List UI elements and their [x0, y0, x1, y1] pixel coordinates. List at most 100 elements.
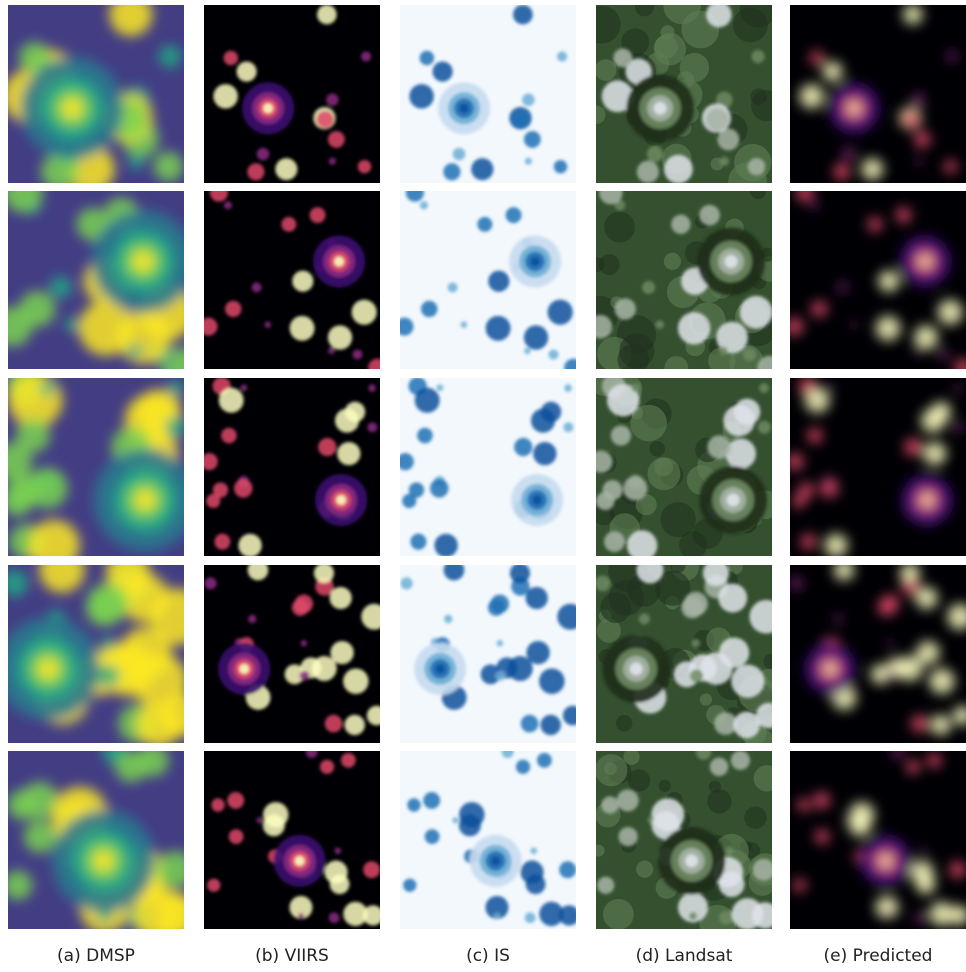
feature	[614, 199, 626, 211]
feature	[819, 479, 839, 498]
feature	[213, 84, 238, 109]
feature	[8, 790, 37, 820]
feature	[368, 358, 380, 369]
feature	[671, 214, 691, 235]
feature	[132, 887, 184, 929]
feature	[367, 422, 378, 433]
feature	[885, 670, 896, 681]
feature	[443, 565, 465, 581]
feature	[131, 653, 184, 710]
feature	[596, 314, 613, 339]
feature	[699, 652, 733, 685]
texture	[608, 580, 644, 616]
feature	[524, 912, 536, 924]
feature	[238, 533, 262, 556]
texture	[707, 789, 732, 814]
feature	[458, 814, 481, 837]
feature	[87, 583, 129, 625]
feature	[262, 814, 285, 837]
feature	[223, 201, 233, 210]
city-core	[724, 254, 738, 268]
features	[204, 565, 380, 736]
feature	[638, 613, 650, 625]
feature	[731, 898, 764, 929]
feature	[717, 128, 740, 151]
feature	[423, 791, 441, 809]
city-core	[38, 659, 59, 679]
image-tile	[400, 5, 576, 183]
feature	[429, 479, 449, 498]
feature	[289, 895, 313, 919]
feature	[204, 317, 218, 336]
feature	[236, 61, 257, 82]
texture	[679, 52, 710, 83]
feature	[886, 639, 894, 647]
feature	[795, 191, 814, 202]
feature	[211, 798, 225, 812]
feature	[319, 759, 335, 774]
feature	[867, 216, 883, 232]
feature	[725, 438, 757, 469]
features	[596, 378, 771, 556]
feature	[719, 156, 730, 166]
feature	[524, 157, 532, 165]
feature	[833, 163, 851, 181]
city-core	[922, 494, 933, 505]
features	[8, 191, 184, 369]
feature	[878, 270, 900, 292]
feature	[526, 640, 550, 665]
image-tile	[204, 5, 380, 183]
feature	[221, 427, 237, 444]
texture	[763, 653, 772, 670]
feature	[452, 147, 466, 161]
image-tile	[596, 191, 772, 369]
image-tile	[8, 5, 184, 183]
feature	[251, 282, 262, 293]
feature	[899, 565, 921, 584]
feature	[915, 586, 938, 610]
feature	[97, 664, 120, 687]
texture	[753, 765, 772, 792]
feature	[400, 317, 414, 336]
feature	[460, 321, 468, 328]
feature	[716, 91, 733, 109]
feature	[636, 160, 660, 183]
feature	[488, 270, 510, 292]
feature	[297, 912, 305, 920]
features	[204, 378, 378, 556]
feature	[677, 312, 711, 345]
feature	[284, 664, 305, 685]
feature	[360, 51, 372, 62]
feature	[606, 384, 640, 417]
feature	[954, 358, 966, 369]
texture	[750, 191, 766, 200]
feature	[403, 878, 417, 892]
feature	[809, 201, 819, 210]
feature	[136, 751, 169, 777]
feature	[739, 295, 772, 329]
feature	[897, 656, 923, 682]
feature	[15, 418, 51, 453]
feature	[477, 216, 493, 232]
feature	[471, 158, 494, 181]
feature	[8, 870, 33, 900]
feature	[209, 191, 228, 202]
features	[601, 5, 766, 183]
city-core	[490, 855, 501, 866]
feature	[128, 343, 143, 359]
feature	[677, 892, 708, 923]
feature	[559, 861, 576, 879]
feature	[227, 791, 245, 809]
feature	[610, 425, 632, 446]
feature	[813, 791, 831, 809]
feature	[833, 565, 855, 581]
texture	[636, 860, 654, 878]
texture	[699, 693, 713, 706]
feature	[539, 668, 565, 694]
feature	[513, 5, 533, 25]
feature	[340, 752, 356, 768]
feature	[558, 905, 576, 926]
feature	[485, 315, 511, 341]
feature	[361, 603, 380, 630]
texture	[596, 618, 621, 643]
